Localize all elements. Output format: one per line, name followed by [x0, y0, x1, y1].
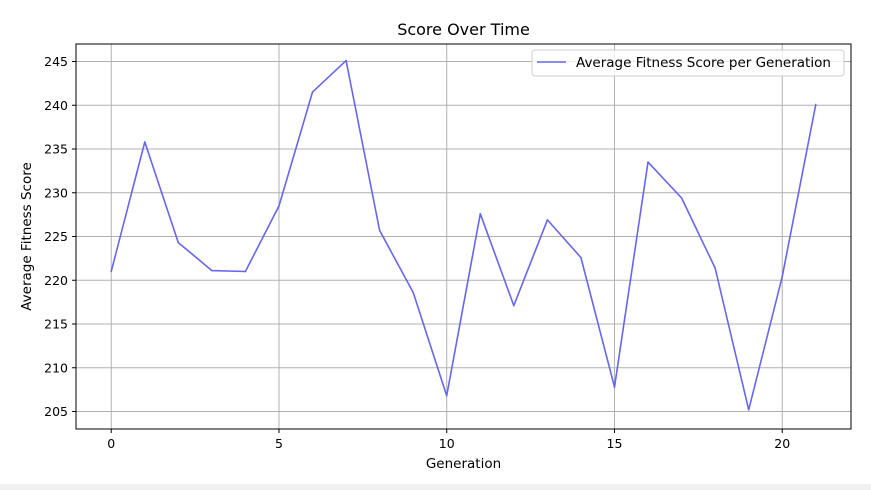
- grid: [76, 44, 851, 429]
- y-tick-label: 210: [44, 360, 68, 375]
- x-tick-label: 20: [774, 436, 790, 451]
- data-point: [378, 229, 381, 232]
- chart-title: Score Over Time: [397, 20, 530, 39]
- y-tick-label: 230: [44, 185, 68, 200]
- x-tick-label: 0: [107, 436, 115, 451]
- data-point: [781, 275, 784, 278]
- data-point: [747, 408, 750, 411]
- data-point: [479, 212, 482, 215]
- data-point: [143, 141, 146, 143]
- data-point: [546, 219, 549, 221]
- y-tick-label: 245: [44, 54, 68, 69]
- data-point: [177, 241, 180, 244]
- legend-box: [531, 49, 845, 77]
- y-tick-label: 205: [44, 404, 68, 419]
- data-point: [311, 91, 314, 93]
- axis-ticks: 0 5 10 15 20 205 210 215 220 225 230 235 240 245: [44, 54, 790, 451]
- legend: Average Fitness Score per Generation: [531, 49, 845, 77]
- series-lines: [110, 59, 817, 411]
- data-point: [613, 386, 616, 388]
- y-tick-label: 240: [44, 98, 68, 113]
- x-tick-label: 10: [439, 436, 455, 451]
- series-line: [110, 59, 817, 411]
- x-axis-label: Generation: [426, 456, 501, 472]
- data-point: [814, 103, 817, 106]
- x-tick-label: 5: [275, 436, 283, 451]
- data-point: [244, 270, 247, 273]
- data-point: [278, 205, 280, 207]
- y-tick-label: 225: [44, 229, 68, 244]
- data-point: [211, 269, 213, 272]
- data-point: [714, 267, 716, 269]
- data-point: [680, 197, 683, 199]
- y-tick-label: 215: [44, 317, 68, 332]
- data-point: [412, 291, 414, 294]
- data-point: [647, 161, 649, 163]
- y-tick-label: 235: [44, 142, 68, 157]
- data-point: [110, 270, 113, 273]
- legend-entry-label: Average Fitness Score per Generation: [576, 55, 831, 71]
- data-point: [580, 256, 582, 259]
- data-point: [345, 59, 347, 62]
- data-point: [513, 304, 515, 307]
- x-tick-label: 15: [607, 436, 623, 451]
- y-axis-label: Average Fitness Score: [19, 162, 35, 311]
- y-tick-label: 220: [44, 273, 68, 288]
- data-point: [445, 394, 448, 397]
